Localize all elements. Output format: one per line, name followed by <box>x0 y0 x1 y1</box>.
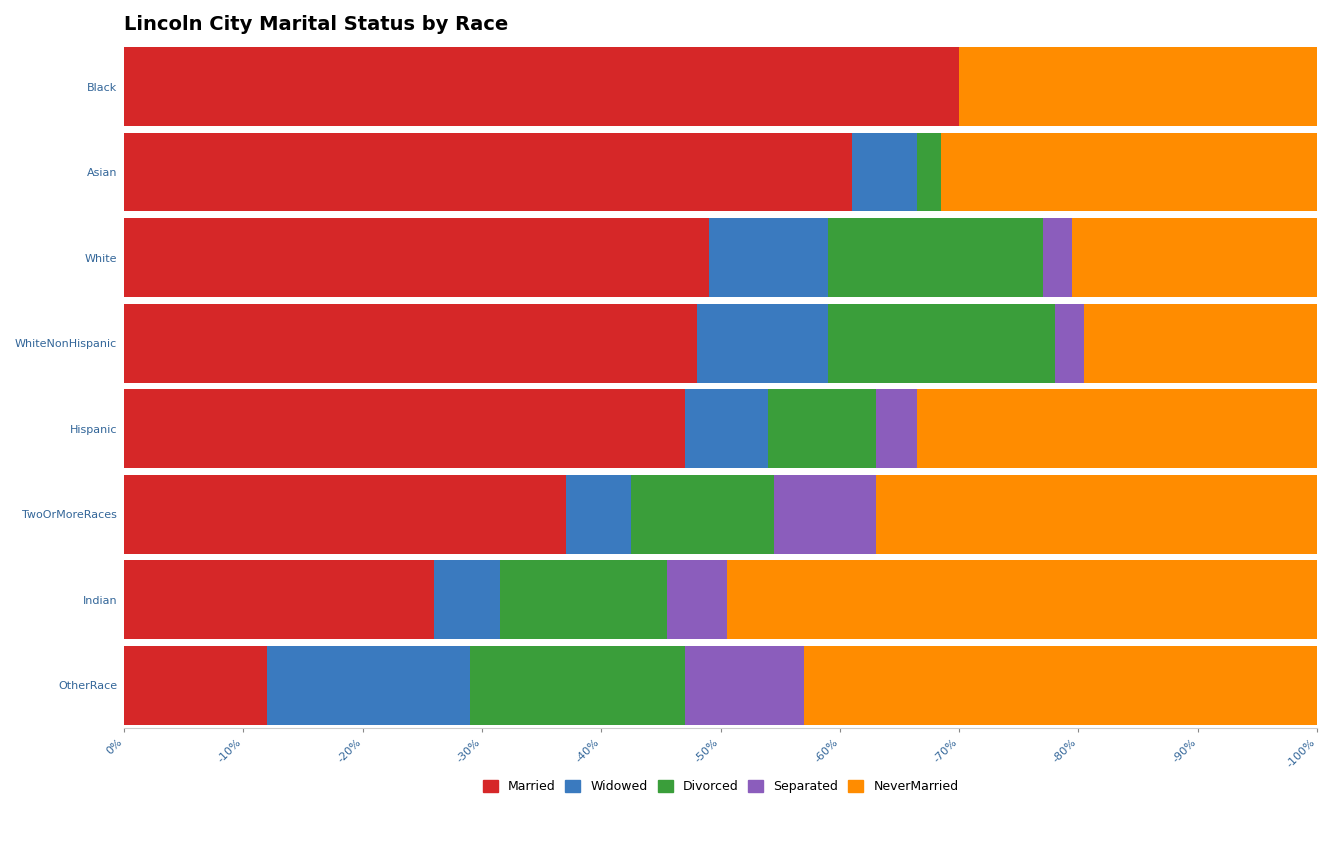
Bar <box>685 646 805 725</box>
Bar <box>918 133 942 212</box>
Bar <box>500 561 667 639</box>
Legend: Married, Widowed, Divorced, Separated, NeverMarried: Married, Widowed, Divorced, Separated, N… <box>478 775 963 798</box>
Bar <box>774 475 875 554</box>
Bar <box>769 390 875 468</box>
Bar <box>875 390 918 468</box>
Bar <box>124 475 566 554</box>
Bar <box>829 304 1055 383</box>
Bar <box>805 646 1317 725</box>
Bar <box>268 646 470 725</box>
Bar <box>1055 304 1084 383</box>
Bar <box>918 390 1317 468</box>
Bar <box>124 390 685 468</box>
Bar <box>566 475 631 554</box>
Bar <box>726 561 1317 639</box>
Bar <box>1084 304 1317 383</box>
Bar <box>434 561 500 639</box>
Bar <box>124 219 709 297</box>
Bar <box>829 219 1043 297</box>
Bar <box>124 561 434 639</box>
Bar <box>631 475 774 554</box>
Bar <box>667 561 726 639</box>
Bar <box>124 133 851 212</box>
Bar <box>1072 219 1317 297</box>
Bar <box>685 390 769 468</box>
Text: Lincoln City Marital Status by Race: Lincoln City Marital Status by Race <box>124 15 509 34</box>
Bar <box>124 48 959 126</box>
Bar <box>1043 219 1072 297</box>
Bar <box>851 133 918 212</box>
Bar <box>959 48 1317 126</box>
Bar <box>697 304 829 383</box>
Bar <box>124 304 697 383</box>
Bar <box>709 219 829 297</box>
Bar <box>942 133 1317 212</box>
Bar <box>124 646 268 725</box>
Bar <box>875 475 1317 554</box>
Bar <box>470 646 685 725</box>
